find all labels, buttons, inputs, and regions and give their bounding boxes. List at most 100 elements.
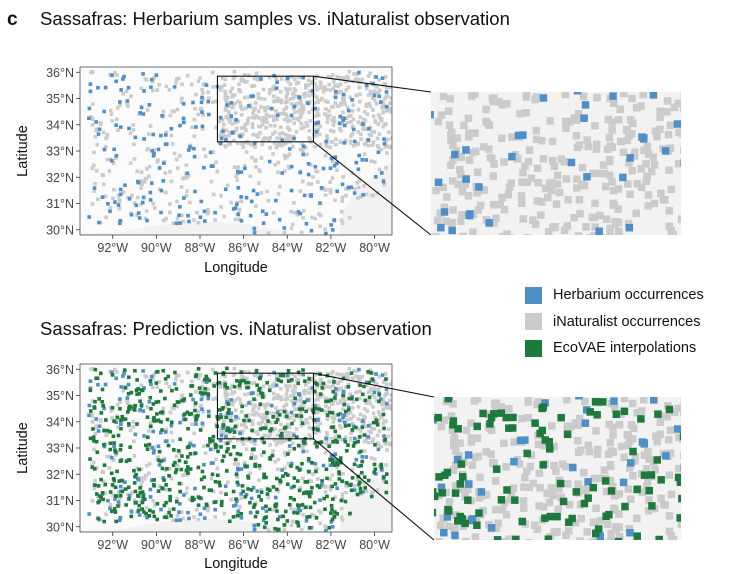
inset-herbarium-point: [462, 175, 470, 183]
inaturalist-point: [227, 110, 231, 114]
ecovae-point: [186, 465, 190, 469]
inset-inaturalist-point: [686, 168, 694, 176]
herbarium-point: [148, 487, 153, 492]
herbarium-point: [129, 509, 134, 514]
inset-inaturalist-point: [516, 109, 524, 118]
herbarium-point: [239, 195, 243, 199]
inaturalist-point: [254, 411, 259, 415]
inaturalist-point: [276, 396, 281, 401]
inaturalist-point: [269, 88, 273, 92]
inset-inaturalist-point: [467, 434, 476, 442]
ecovae-point: [315, 382, 319, 387]
inset-inaturalist-point: [592, 427, 600, 435]
inset-inaturalist-point: [633, 179, 642, 188]
inaturalist-point: [169, 133, 174, 138]
herbarium-point: [252, 141, 257, 146]
ecovae-point: [112, 441, 116, 445]
ecovae-point: [363, 398, 368, 403]
inset-inaturalist-point: [434, 216, 442, 225]
herbarium-point: [337, 121, 342, 126]
inaturalist-point: [213, 99, 218, 104]
inset-herbarium-point: [584, 478, 592, 486]
inaturalist-point: [185, 370, 190, 375]
inaturalist-point: [323, 396, 328, 401]
ecovae-point: [275, 527, 280, 532]
ecovae-point: [308, 490, 312, 494]
inaturalist-point: [115, 117, 119, 122]
herbarium-point: [301, 75, 306, 80]
herbarium-point: [125, 396, 130, 400]
ecovae-point: [273, 526, 277, 531]
inaturalist-point: [327, 82, 332, 87]
inset-inaturalist-point: [474, 187, 482, 195]
inaturalist-point: [350, 422, 355, 427]
inaturalist-point: [383, 75, 388, 79]
ecovae-point: [155, 501, 160, 506]
ecovae-point: [384, 377, 388, 381]
inaturalist-point: [235, 126, 239, 131]
inaturalist-point: [282, 107, 286, 112]
inaturalist-point: [238, 100, 242, 105]
herbarium-point: [340, 182, 345, 187]
inset-herbarium-point: [487, 524, 496, 532]
inaturalist-point: [239, 410, 244, 414]
inset-inaturalist-point: [674, 464, 681, 473]
ecovae-point: [352, 462, 357, 467]
inaturalist-point: [332, 416, 337, 421]
inset-inaturalist-point: [637, 407, 646, 415]
inaturalist-point: [330, 159, 335, 164]
inaturalist-point: [264, 413, 269, 418]
herbarium-point: [329, 223, 334, 227]
inaturalist-point: [104, 512, 108, 517]
herbarium-point: [239, 170, 244, 174]
inaturalist-point: [175, 216, 180, 221]
inaturalist-point: [362, 407, 367, 411]
inaturalist-point: [184, 194, 189, 198]
inaturalist-point: [328, 128, 333, 133]
inaturalist-point: [264, 422, 268, 427]
inaturalist-point: [328, 442, 332, 447]
inaturalist-point: [332, 115, 336, 120]
inaturalist-point: [244, 403, 248, 408]
inaturalist-point: [175, 513, 180, 518]
inaturalist-point: [220, 382, 224, 386]
inaturalist-point: [230, 105, 235, 110]
ecovae-point: [176, 448, 181, 453]
inset-herbarium-point: [525, 539, 533, 540]
inaturalist-point: [338, 139, 343, 144]
ecovae-point: [351, 444, 356, 448]
herbarium-point: [134, 203, 139, 208]
inset-inaturalist-point: [582, 223, 590, 231]
inaturalist-point: [292, 384, 297, 388]
inaturalist-point: [215, 466, 220, 471]
herbarium-point: [233, 503, 238, 507]
ecovae-point: [313, 441, 318, 445]
inaturalist-point: [314, 420, 318, 425]
ecovae-point: [133, 404, 138, 408]
ecovae-point: [333, 429, 338, 434]
inaturalist-point: [145, 108, 150, 112]
ecovae-point: [90, 465, 95, 470]
inaturalist-point: [144, 506, 149, 510]
herbarium-point: [306, 458, 311, 463]
inaturalist-point: [252, 373, 257, 378]
ecovae-point: [224, 415, 228, 420]
herbarium-point: [342, 116, 347, 121]
inaturalist-point: [369, 80, 373, 85]
herbarium-point: [106, 498, 110, 503]
inaturalist-point: [284, 137, 289, 141]
inaturalist-point: [250, 419, 255, 423]
ecovae-point: [297, 407, 302, 411]
herbarium-point: [148, 198, 153, 202]
inset-herbarium-point: [619, 478, 628, 487]
inaturalist-point: [247, 95, 251, 99]
inset-herbarium-point: [437, 223, 445, 232]
herbarium-point: [334, 386, 338, 391]
inaturalist-point: [310, 79, 315, 84]
ecovae-point: [269, 427, 274, 431]
inset-inaturalist-point: [601, 182, 610, 191]
herbarium-point: [247, 401, 251, 405]
ecovae-point: [114, 494, 118, 498]
inaturalist-point: [387, 403, 392, 408]
herbarium-point: [145, 218, 149, 223]
